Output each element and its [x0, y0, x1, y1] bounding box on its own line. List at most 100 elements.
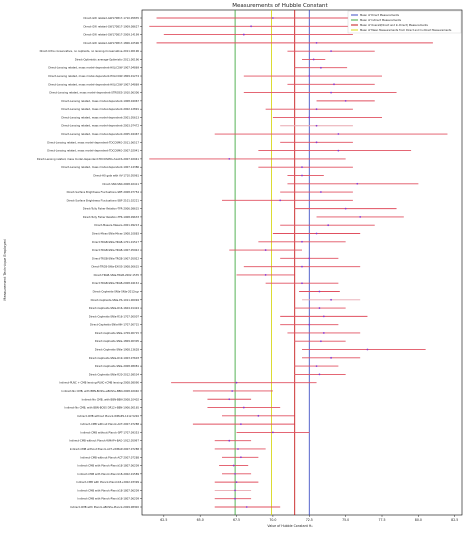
- y-tick-label: Direct-Cepheids-SNIa-1709.00715: [95, 331, 140, 335]
- y-tick-label: Direct-Lensing related, mass model-depen…: [48, 82, 139, 86]
- x-tick-label: 65.0: [197, 518, 204, 522]
- y-tick-label: Direct-Cepheids-SNIa-1908.13628: [95, 348, 140, 352]
- y-tick-label: Indirect-No CMB, with BBN-BBN-2008.10402: [82, 397, 140, 401]
- legend-label: Mean of Indirect Measurements: [360, 18, 402, 22]
- data-point: [315, 108, 318, 111]
- data-point: [330, 50, 332, 53]
- x-tick-label: 82.5: [451, 518, 458, 522]
- y-tick-label: Direct-Lensing related, mass model-depen…: [61, 132, 139, 136]
- y-tick-label: Direct-Lensing related, mass model-depen…: [61, 124, 139, 128]
- x-tick-label: 70.0: [269, 518, 276, 522]
- data-point: [318, 307, 321, 309]
- data-point: [250, 25, 252, 28]
- y-tick-label: Indirect-CMB with Planck-Planck18+2002.0…: [76, 480, 139, 484]
- y-tick-label: Direct-Cepheids-SNIa-PS-1011.00094: [91, 298, 140, 302]
- y-tick-label: Indirect-CMB without Planck-ACT-2007.072…: [80, 422, 139, 426]
- data-point: [240, 456, 242, 459]
- data-point: [322, 332, 325, 334]
- x-tick-label: 77.5: [378, 518, 385, 522]
- data-point: [231, 390, 234, 392]
- y-tick-label: Direct-Surface Brightness Fluctuations-S…: [67, 190, 140, 194]
- data-point: [240, 423, 242, 426]
- data-point: [356, 182, 359, 185]
- y-tick-labels: Direct-GW related-GW170817-1710.05835 Dir…: [37, 16, 142, 509]
- data-point: [301, 282, 303, 285]
- y-axis-label: Measurement Technique Employed: [3, 239, 7, 300]
- y-tick-label: Direct-Surface Brightness Fluctuations-S…: [67, 198, 140, 202]
- data-point: [315, 41, 318, 44]
- y-tick-label: Indirect-CMB with Planck-Planck18-2002.0…: [78, 472, 140, 476]
- y-tick-label: Direct-Lensing related, mass model-depen…: [37, 157, 140, 161]
- y-tick-label: Indirect-CMB without Planck-WMAP+BAO-191…: [69, 439, 139, 443]
- data-point: [315, 232, 318, 235]
- y-tick-label: Indirect-CMB with Planck-Planck18-1807.0…: [78, 464, 140, 468]
- data-point: [308, 116, 311, 119]
- data-point: [272, 17, 274, 19]
- data-point: [234, 472, 236, 475]
- data-point: [320, 191, 322, 193]
- y-tick-label: Direct-Optimistic average-Optimistic-201…: [75, 57, 140, 61]
- data-point: [228, 157, 231, 160]
- y-tick-label: Direct-Lensing related, mass model-depen…: [61, 115, 139, 119]
- y-tick-label: Direct-Lensing related, mass model-depen…: [61, 107, 139, 111]
- data-point: [242, 33, 245, 36]
- data-point: [301, 265, 303, 268]
- y-tick-label: Direct-Lensing related, mass model-depen…: [47, 149, 139, 153]
- data-point: [228, 398, 231, 401]
- data-point: [318, 290, 321, 293]
- data-point: [234, 497, 236, 500]
- mean-lines: [234, 10, 310, 515]
- y-tick-label: Direct-Cepheids-SNIa-R16-1707.00007: [89, 314, 140, 318]
- x-axis-label: Value of Hubble Constant H₀: [267, 524, 313, 528]
- y-tick-label: Direct-Cepheids-SNIa-SNIa-2012ngr: [93, 290, 140, 294]
- y-tick-label: Direct-Lensing related, mass model-depen…: [61, 165, 139, 169]
- data-point: [308, 75, 311, 77]
- y-tick-label: Direct-TRGB-SNIa-TRGB-2008.04152: [92, 281, 139, 285]
- chart-title: Measurements of Hubble Constant: [232, 3, 328, 9]
- errorbar-series: [149, 17, 448, 508]
- plot-frame: [141, 9, 463, 516]
- data-point: [337, 133, 340, 135]
- data-point: [315, 124, 318, 127]
- x-tick-labels: 62.5 65.0 67.5 70.0 72.5 75.0 77.5 80.0 82.5: [160, 515, 458, 522]
- y-tick-label: Direct-TRGB-SNIa-TRGB-1907.05922: [92, 256, 139, 260]
- data-point: [344, 99, 347, 102]
- y-tick-label: Direct-Lensing related, mass model-depen…: [61, 99, 139, 103]
- data-point: [320, 66, 322, 69]
- legend-label: Mean of Direct Measurements: [360, 13, 400, 17]
- data-point: [330, 91, 332, 94]
- data-point: [279, 199, 282, 202]
- y-tick-label: Direct-Cepheids-SNIa-1809.00305: [95, 339, 140, 343]
- data-point: [264, 274, 267, 276]
- x-tick-label: 75.0: [342, 518, 349, 522]
- data-point: [359, 216, 362, 218]
- y-tick-label: Indirect-CMB with Planck-Planck18-1807.0…: [78, 488, 140, 492]
- y-tick-label: Direct-Cepheids-SNIa-R16-1604.01424: [89, 306, 140, 310]
- data-point: [237, 448, 239, 450]
- data-point: [245, 506, 248, 508]
- data-point: [228, 439, 231, 442]
- data-point: [344, 207, 347, 210]
- y-tick-label: Indirect-PLNC + CMB lensing-PLNC+CMB len…: [59, 381, 139, 385]
- data-point: [333, 83, 335, 86]
- y-tick-label: Direct-Cepheids-SNIa-2008.08081: [95, 364, 140, 368]
- y-tick-label: Direct-Ultra conservative, no cepheids, …: [40, 49, 140, 53]
- data-point: [315, 141, 318, 144]
- data-point: [308, 257, 311, 260]
- y-tick-label: Direct-TRGB-SNIa-TRGB-1701.01517: [92, 240, 139, 244]
- x-tick-label: 67.5: [233, 518, 240, 522]
- y-tick-label: Direct-TRGB-SNIa-TRGB-1907.05922: [92, 248, 139, 252]
- y-tick-label: Direct-GW related-GW170817-1710.05835: [84, 16, 140, 20]
- y-tick-label: Indirect-No CMB, with BBN-BOSS+eBOSS+BBN…: [62, 389, 140, 393]
- legend-label: Mean of Overall(Direct and In-Direct) Me…: [360, 23, 429, 27]
- data-point: [235, 481, 238, 484]
- data-point: [330, 356, 332, 359]
- y-tick-label: Direct-H0 gala with AV-1710.05961: [93, 173, 139, 177]
- y-tick-label: Direct-Cepheids-SNIa-R19-1903.07603: [89, 356, 140, 360]
- x-tick-label: 80.0: [415, 518, 422, 522]
- data-point: [257, 414, 260, 417]
- y-tick-label: Direct-GW related-GW170817-2009.14199: [84, 33, 140, 37]
- y-tick-label: Indirect-CMB with Planck-eBOSS+Planck-20…: [70, 505, 139, 509]
- data-point: [301, 240, 303, 243]
